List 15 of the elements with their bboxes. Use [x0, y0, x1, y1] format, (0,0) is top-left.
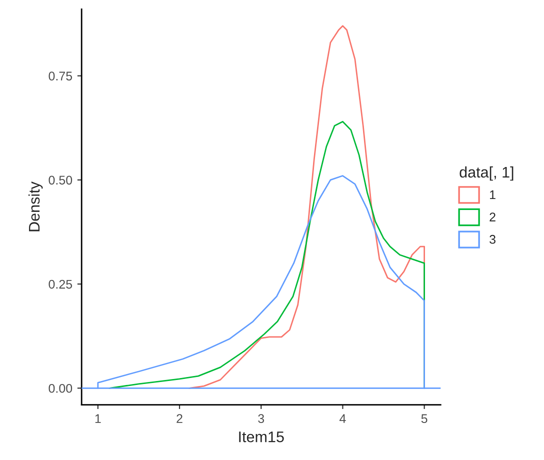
legend-label: 3 [490, 234, 496, 244]
x-tick-label: 5 [421, 414, 428, 424]
y-tick-label: 0.25 [48, 280, 72, 289]
x-axis-title: Item15 [239, 432, 284, 442]
y-axis-title: Density [28, 182, 43, 232]
x-tick-label: 3 [258, 414, 264, 424]
y-tick-label: 0.00 [48, 384, 72, 393]
y-tick-label: 0.50 [48, 176, 72, 185]
legend-label: 2 [490, 212, 496, 222]
x-tick-label: 1 [95, 414, 101, 423]
x-tick-label: 2 [176, 414, 182, 423]
x-tick-label: 4 [340, 414, 346, 423]
legend-label: 1 [490, 190, 496, 200]
y-tick-label: 0.75 [48, 72, 72, 80]
legend-title: data[, 1] [460, 166, 514, 181]
